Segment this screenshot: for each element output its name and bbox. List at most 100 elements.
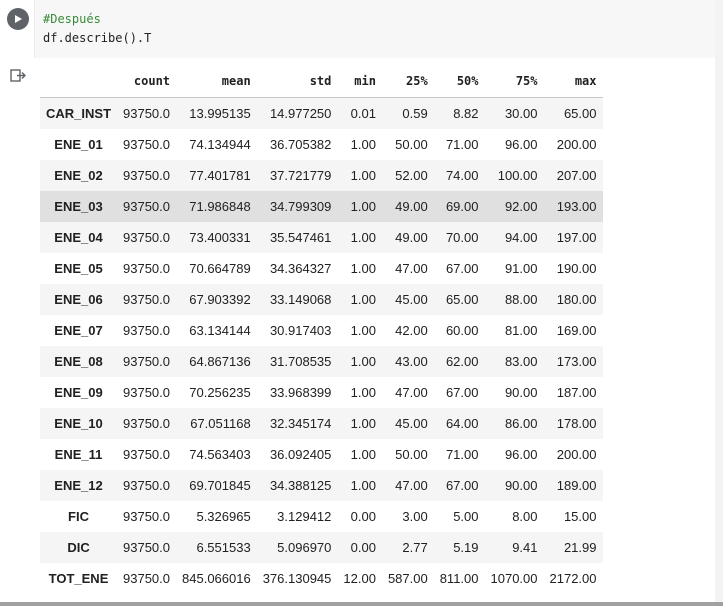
table-cell: 93750.0 [123, 230, 171, 245]
table-row: ENE_08 93750.0 64.867136 31.708535 1.00 43.00… [40, 346, 603, 377]
table-cell: 31.708535 [269, 354, 332, 369]
code-editor[interactable]: #Después df.describe().T [34, 0, 716, 58]
table-cell: 71.986848 [189, 199, 251, 214]
table-cell: 71.00 [445, 137, 479, 152]
table-cell: 14.977250 [269, 106, 332, 121]
table-cell: 200.00 [556, 447, 597, 462]
table-cell: 90.00 [504, 385, 538, 400]
code-cell[interactable]: #Después df.describe().T [0, 0, 723, 58]
table-cell: 193.00 [556, 199, 597, 214]
table-cell: 69.701845 [189, 478, 251, 493]
table-cell: 5.326965 [196, 509, 251, 524]
table-cell: 71.00 [445, 447, 479, 462]
table-cell: 93750.0 [123, 385, 171, 400]
table-cell: 5.096970 [277, 540, 332, 555]
table-cell: 173.00 [556, 354, 597, 369]
table-cell: 47.00 [395, 478, 428, 493]
table-cell: 178.00 [556, 416, 597, 431]
table-cell: 65.00 [445, 292, 479, 307]
table-cell: 36.705382 [269, 137, 332, 152]
table-cell: 2.77 [402, 540, 428, 555]
row-index-label: ENE_03 [54, 199, 103, 214]
table-cell: 93750.0 [123, 478, 171, 493]
column-header: std [256, 64, 338, 98]
table-cell: 91.00 [504, 261, 538, 276]
table-cell: 37.721779 [269, 168, 332, 183]
table-cell: 845.066016 [182, 571, 251, 586]
table-row: ENE_01 93750.0 74.134944 36.705382 1.00 50.00… [40, 129, 603, 160]
table-cell: 67.00 [445, 478, 479, 493]
table-cell: 180.00 [556, 292, 597, 307]
row-index-label: ENE_02 [54, 168, 103, 183]
table-cell: 13.995135 [189, 106, 251, 121]
table-cell: 587.00 [387, 571, 428, 586]
table-cell: 187.00 [556, 385, 597, 400]
table-cell: 6.551533 [196, 540, 251, 555]
table-cell: 30.00 [504, 106, 538, 121]
table-cell: 1.00 [350, 416, 376, 431]
table-row: ENE_05 93750.0 70.664789 34.364327 1.00 47.00… [40, 253, 603, 284]
table-cell: 93750.0 [123, 199, 171, 214]
row-index-label: ENE_10 [54, 416, 103, 431]
table-cell: 5.19 [453, 540, 479, 555]
table-cell: 92.00 [504, 199, 538, 214]
table-cell: 49.00 [395, 230, 428, 245]
table-cell: 8.82 [453, 106, 479, 121]
row-index-label: ENE_09 [54, 385, 103, 400]
column-header: min [337, 64, 382, 98]
column-header: 75% [484, 64, 544, 98]
table-cell: 70.00 [445, 230, 479, 245]
table-cell: 64.867136 [189, 354, 251, 369]
table-cell: 9.41 [512, 540, 538, 555]
table-row: ENE_10 93750.0 67.051168 32.345174 1.00 45.00… [40, 408, 603, 439]
table-row: ENE_07 93750.0 63.134144 30.917403 1.00 42.00… [40, 315, 603, 346]
table-cell: 189.00 [556, 478, 597, 493]
table-cell: 93750.0 [123, 447, 171, 462]
table-cell: 45.00 [395, 292, 428, 307]
column-header: count [117, 64, 177, 98]
table-cell: 90.00 [504, 478, 538, 493]
table-cell: 96.00 [504, 447, 538, 462]
code-statement-line: df.describe().T [43, 31, 152, 45]
table-cell: 1070.00 [490, 571, 538, 586]
table-cell: 1.00 [350, 292, 376, 307]
column-header: mean [176, 64, 257, 98]
table-body: CAR_INST 93750.0 13.995135 14.977250 0.01 0.5… [40, 97, 603, 594]
table-cell: 1.00 [350, 230, 376, 245]
table-cell: 83.00 [504, 354, 538, 369]
column-header: 25% [381, 64, 434, 98]
table-cell: 70.256235 [189, 385, 251, 400]
table-cell: 1.00 [350, 385, 376, 400]
table-cell: 1.00 [350, 354, 376, 369]
table-cell: 93750.0 [123, 571, 171, 586]
table-cell: 60.00 [445, 323, 479, 338]
table-cell: 94.00 [504, 230, 538, 245]
row-index-label: ENE_08 [54, 354, 103, 369]
table-cell: 34.388125 [269, 478, 332, 493]
table-cell: 67.00 [445, 261, 479, 276]
table-cell: 0.59 [402, 106, 428, 121]
table-cell: 1.00 [350, 478, 376, 493]
table-row: ENE_04 93750.0 73.400331 35.547461 1.00 49.00… [40, 222, 603, 253]
table-cell: 86.00 [504, 416, 538, 431]
table-cell: 74.563403 [189, 447, 251, 462]
table-cell: 49.00 [395, 199, 428, 214]
table-cell: 1.00 [350, 447, 376, 462]
table-cell: 0.01 [350, 106, 376, 121]
table-cell: 21.99 [563, 540, 597, 555]
table-cell: 376.130945 [262, 571, 332, 586]
table-cell: 96.00 [504, 137, 538, 152]
table-cell: 93750.0 [123, 292, 171, 307]
row-index-label: TOT_ENE [48, 571, 109, 586]
table-row: ENE_09 93750.0 70.256235 33.968399 1.00 47.00… [40, 377, 603, 408]
table-cell: 190.00 [556, 261, 597, 276]
output-arrow-icon[interactable] [9, 67, 27, 85]
table-cell: 67.00 [445, 385, 479, 400]
table-cell: 47.00 [395, 261, 428, 276]
table-cell: 50.00 [395, 447, 428, 462]
table-cell: 62.00 [445, 354, 479, 369]
describe-dataframe: count mean std min 25% 50% 75% max CAR_INST 9375… [40, 64, 603, 594]
run-cell-button[interactable] [7, 8, 29, 30]
table-cell: 169.00 [556, 323, 597, 338]
table-row: ENE_02 93750.0 77.401781 37.721779 1.00 52.00… [40, 160, 603, 191]
